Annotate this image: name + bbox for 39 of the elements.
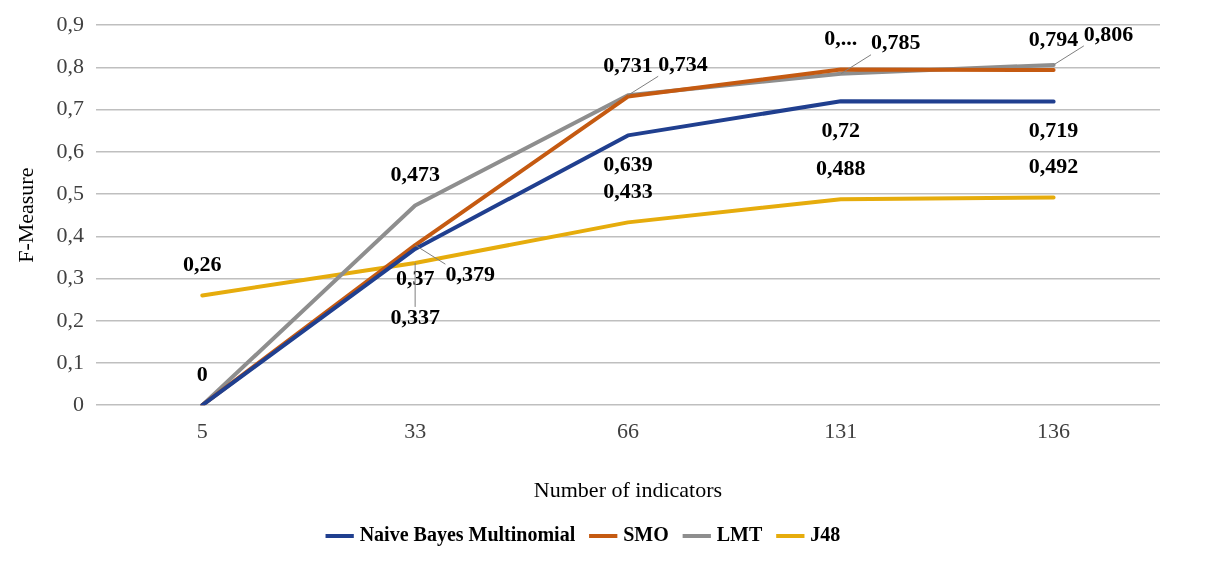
data-label: 0,639 bbox=[603, 151, 653, 177]
data-label: 0,794 bbox=[1028, 25, 1079, 51]
y-tick-label: 0,7 bbox=[56, 95, 84, 121]
data-label: 0,719 bbox=[1028, 117, 1079, 143]
y-tick-label: 0,1 bbox=[56, 348, 84, 374]
y-tick-label: 0 bbox=[72, 390, 84, 416]
x-tick-label: 131 bbox=[824, 418, 858, 444]
data-label: 0,26 bbox=[183, 251, 222, 277]
y-tick-label: 0,2 bbox=[56, 306, 84, 332]
data-label: 0,337 bbox=[390, 303, 440, 329]
y-tick-label: 0,4 bbox=[56, 222, 84, 248]
data-label: 0,731 bbox=[603, 52, 653, 78]
data-label: 0 bbox=[196, 360, 208, 386]
y-tick-label: 0,3 bbox=[56, 264, 84, 290]
x-tick-label: 33 bbox=[404, 418, 427, 444]
data-label: 0,379 bbox=[445, 260, 495, 286]
data-label: 0,488 bbox=[816, 154, 866, 180]
data-label: 0,734 bbox=[658, 50, 708, 76]
x-tick-label: 66 bbox=[616, 418, 639, 444]
y-axis-title: F-Measure bbox=[12, 167, 38, 263]
legend-label: LMT bbox=[716, 523, 763, 546]
data-label: 0,433 bbox=[603, 178, 653, 204]
legend-label: J48 bbox=[810, 523, 841, 546]
data-label: 0,37 bbox=[395, 264, 435, 290]
data-label: 0,... bbox=[824, 25, 858, 51]
y-tick-label: 0,8 bbox=[56, 53, 84, 79]
data-label: 0,72 bbox=[821, 116, 861, 142]
legend-label: SMO bbox=[623, 523, 669, 546]
data-label: 0,492 bbox=[1028, 153, 1079, 179]
y-tick-label: 0,5 bbox=[56, 179, 84, 205]
data-label: 0,473 bbox=[390, 161, 440, 187]
y-tick-label: 0,9 bbox=[56, 10, 84, 36]
x-tick-label: 136 bbox=[1037, 418, 1071, 444]
data-label: 0,785 bbox=[871, 29, 921, 55]
x-axis-title: Number of indicators bbox=[533, 476, 723, 502]
legend-label: Naive Bayes Multinomial bbox=[359, 523, 576, 547]
y-tick-label: 0,6 bbox=[56, 137, 84, 163]
data-label: 0,806 bbox=[1083, 20, 1134, 46]
x-tick-label: 5 bbox=[196, 418, 208, 444]
